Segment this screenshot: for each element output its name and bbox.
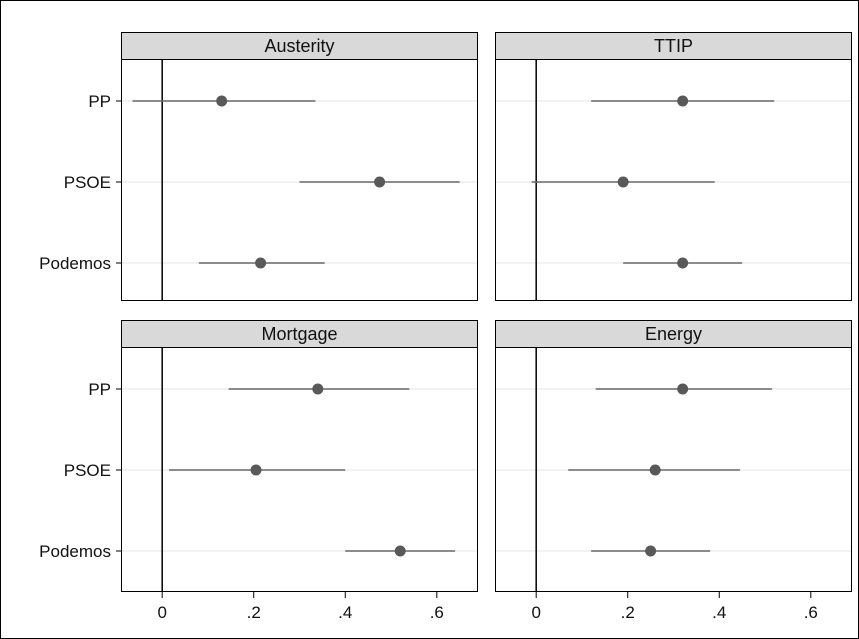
facet-panel: Energy 0 .2 .4 .6 bbox=[495, 320, 852, 622]
facet-strip bbox=[495, 32, 852, 60]
facet-strip bbox=[121, 320, 478, 348]
plot-frame bbox=[495, 59, 852, 301]
point-estimate bbox=[255, 257, 267, 269]
point-estimate bbox=[649, 464, 661, 476]
point-estimate bbox=[645, 545, 657, 557]
facet-title: Austerity bbox=[264, 36, 334, 56]
x-tick-label: .2 bbox=[621, 603, 635, 622]
x-tick-label: .4 bbox=[338, 603, 352, 622]
plot-frame bbox=[121, 59, 478, 301]
facet-strip bbox=[121, 32, 478, 60]
facet-panel: Mortgage PP PSOE Podemos 0 .2 .4 .6 bbox=[39, 320, 478, 622]
point-estimate bbox=[677, 383, 689, 395]
x-tick-label: .6 bbox=[430, 603, 444, 622]
x-tick-label: 0 bbox=[531, 603, 540, 622]
facet-grid: Austerity PP PSOE Podemos TTIP Mortgage PP PSOE… bbox=[39, 32, 852, 622]
facet-title: Energy bbox=[645, 324, 702, 344]
y-tick-label: Podemos bbox=[39, 542, 111, 561]
facet-title: TTIP bbox=[654, 36, 693, 56]
plot-frame bbox=[495, 347, 852, 592]
x-tick-label: .2 bbox=[247, 603, 261, 622]
point-estimate bbox=[312, 383, 324, 395]
point-estimate bbox=[374, 176, 386, 188]
y-tick-label: PSOE bbox=[64, 461, 111, 480]
x-tick-label: 0 bbox=[157, 603, 166, 622]
x-tick-label: .4 bbox=[712, 603, 726, 622]
facet-title: Mortgage bbox=[261, 324, 337, 344]
point-estimate bbox=[677, 257, 689, 269]
point-estimate bbox=[617, 176, 629, 188]
y-tick-label: PP bbox=[88, 92, 111, 111]
y-tick-label: Podemos bbox=[39, 254, 111, 273]
facet-panel: Austerity PP PSOE Podemos bbox=[39, 32, 478, 301]
point-estimate bbox=[250, 464, 262, 476]
y-tick-label: PSOE bbox=[64, 173, 111, 192]
plot-frame bbox=[121, 347, 478, 592]
facet-panel: TTIP bbox=[495, 32, 852, 301]
x-tick-label: .6 bbox=[804, 603, 818, 622]
point-estimate bbox=[216, 95, 228, 107]
y-tick-label: PP bbox=[88, 380, 111, 399]
point-estimate bbox=[394, 545, 406, 557]
point-estimate bbox=[677, 95, 689, 107]
